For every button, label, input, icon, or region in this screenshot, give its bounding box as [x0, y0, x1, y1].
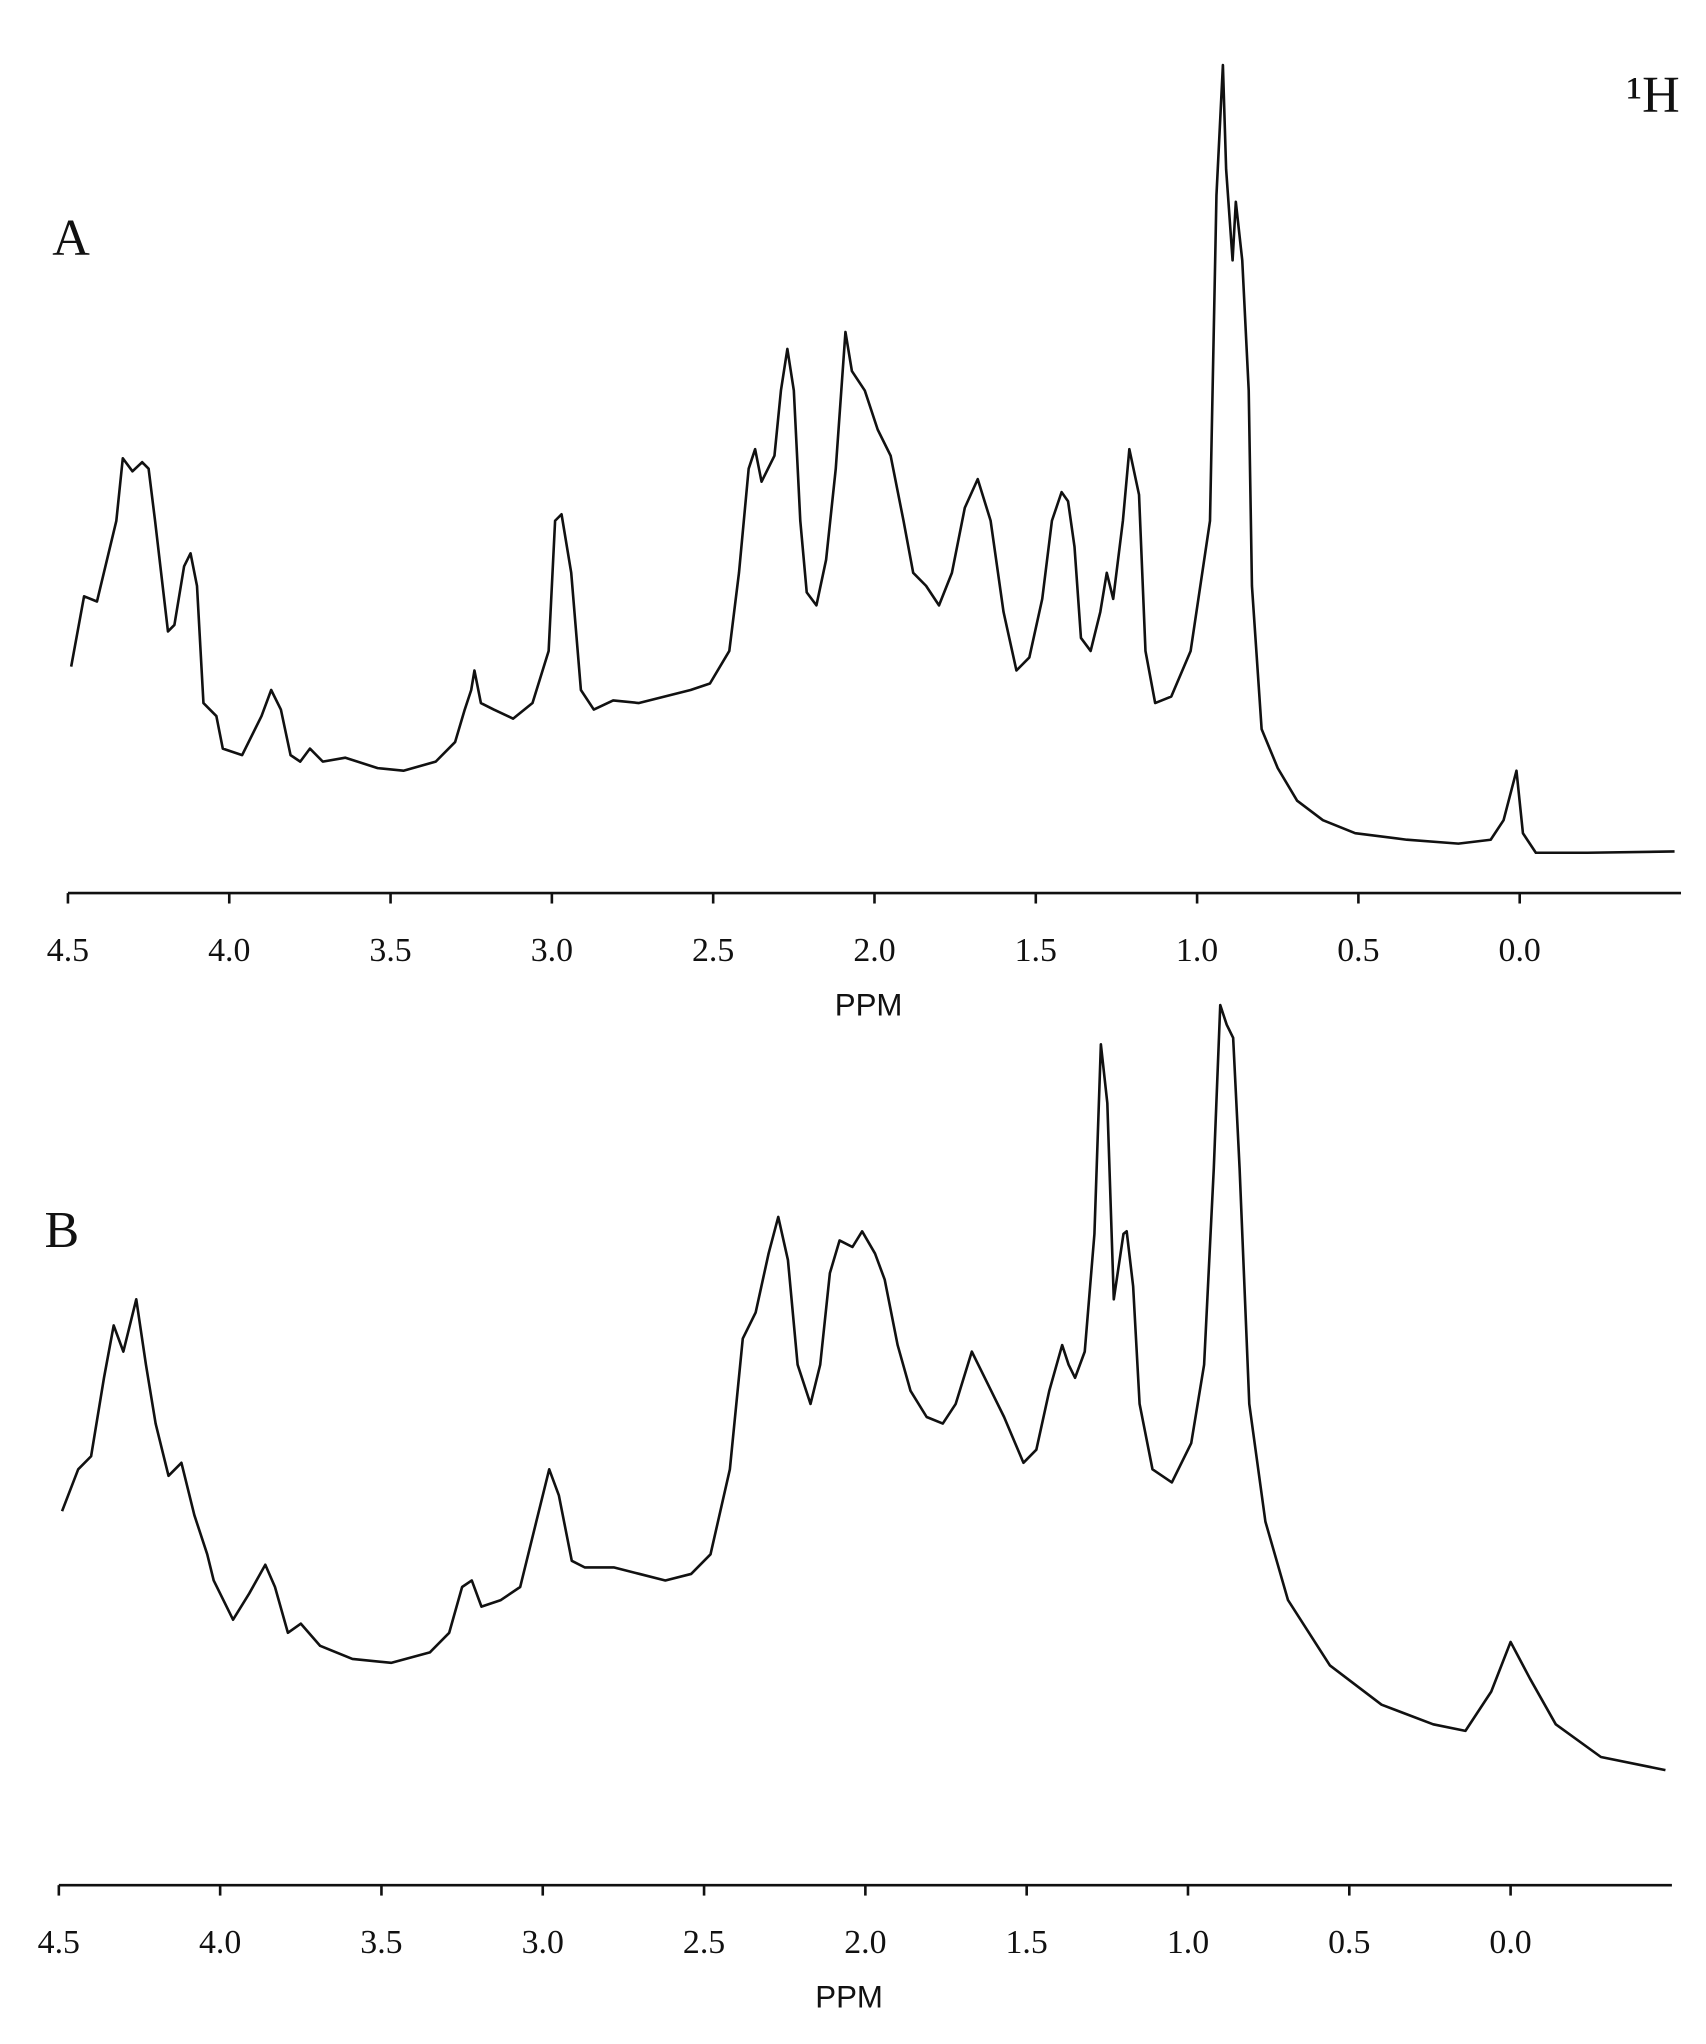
x-tick-label: 4.0 [208, 932, 250, 969]
panel-label: B [45, 1202, 80, 1259]
x-tick-label: 2.5 [692, 932, 734, 969]
x-tick-label: 0.5 [1337, 932, 1379, 969]
x-tick-label: 1.0 [1176, 932, 1218, 969]
x-axis-label: PPM [815, 1980, 883, 2015]
panel-label: A [52, 210, 90, 267]
x-tick-label: 2.0 [844, 1924, 886, 1961]
x-axis-label: PPM [835, 987, 903, 1022]
spectrum-line [60, 1003, 1666, 1772]
x-tick-label: 0.0 [1489, 1924, 1531, 1961]
x-tick-label: 4.5 [47, 932, 89, 969]
x-tick-label: 1.0 [1167, 1924, 1209, 1961]
nucleus-label: ¹H [1626, 67, 1679, 124]
x-tick-label: 0.0 [1499, 932, 1541, 969]
x-tick-label: 2.5 [683, 1924, 725, 1961]
x-tick-label: 2.0 [853, 932, 895, 969]
x-tick-label: 3.5 [360, 1924, 402, 1961]
x-tick-label: 4.5 [38, 1924, 80, 1961]
x-tick-label: 3.0 [531, 932, 573, 969]
x-tick-label: 3.5 [369, 932, 411, 969]
x-tick-label: 1.5 [1015, 932, 1057, 969]
x-tick-label: 1.5 [1006, 1924, 1048, 1961]
x-tick-label: 3.0 [522, 1924, 564, 1961]
spectrum-line [69, 63, 1675, 855]
x-tick-label: 0.5 [1328, 1924, 1370, 1961]
x-tick-label: 4.0 [199, 1924, 241, 1961]
